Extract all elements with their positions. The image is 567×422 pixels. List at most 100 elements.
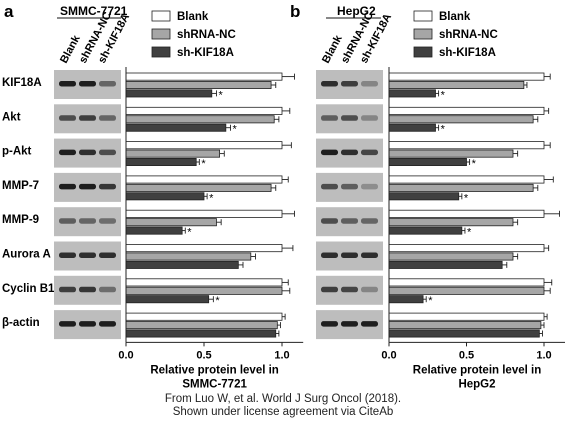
bar-sh-kif18a xyxy=(388,89,436,98)
significance-marker: * xyxy=(464,192,469,204)
protein-label: MMP-9 xyxy=(2,214,39,226)
bar-sh-kif18a xyxy=(125,123,227,132)
significance-marker: * xyxy=(428,295,433,307)
bar-shrna-nc xyxy=(125,81,272,90)
x-axis-label-line1: Relative protein level in xyxy=(150,364,278,376)
bar-sh-kif18a xyxy=(388,329,540,338)
bar-sh-kif18a xyxy=(125,192,205,201)
blot-band xyxy=(99,183,116,190)
blot-band xyxy=(361,321,378,327)
significance-marker: * xyxy=(441,124,446,136)
blot-band xyxy=(59,321,76,327)
blot-band xyxy=(321,321,338,327)
legend-swatch xyxy=(413,10,433,22)
panel-b-cell-line: HepG2 xyxy=(337,4,376,18)
protein-label: p-Akt xyxy=(2,146,32,158)
panel-b-letter: b xyxy=(290,2,300,21)
blot-band xyxy=(361,149,378,156)
blot-band xyxy=(59,115,76,121)
blot-band xyxy=(321,81,338,87)
blot-band xyxy=(99,81,116,87)
significance-marker: * xyxy=(215,295,220,307)
blot-band xyxy=(361,218,378,224)
bar-shrna-nc xyxy=(125,218,217,227)
bar-shrna-nc xyxy=(388,321,542,330)
x-axis-label-line2: SMMC-7721 xyxy=(182,378,247,390)
bar-sh-kif18a xyxy=(388,295,424,304)
bar-sh-kif18a xyxy=(125,226,183,235)
bar-sh-kif18a xyxy=(125,157,197,166)
legend-label: shRNA-NC xyxy=(177,29,236,41)
blot-band xyxy=(79,115,96,121)
bar-blank xyxy=(388,278,545,287)
legend-swatch xyxy=(413,28,433,40)
protein-label: MMP-7 xyxy=(2,180,39,192)
x-tick-label: 0.5 xyxy=(196,349,211,361)
bar-blank xyxy=(125,278,283,287)
blot-band xyxy=(79,286,96,293)
significance-marker: * xyxy=(441,89,446,101)
blot-band xyxy=(99,115,116,121)
protein-label: Akt xyxy=(2,111,21,123)
bar-blank xyxy=(388,72,545,81)
blot-band xyxy=(341,286,358,293)
blot-band xyxy=(59,286,76,293)
bar-shrna-nc xyxy=(388,218,514,227)
bar-shrna-nc xyxy=(388,286,545,295)
blot-band xyxy=(321,218,338,224)
blot-band xyxy=(99,252,116,258)
bar-blank xyxy=(388,244,545,253)
blot-band xyxy=(79,81,96,87)
bar-blank xyxy=(125,106,283,115)
bar-shrna-nc xyxy=(125,286,283,295)
bar-shrna-nc xyxy=(125,149,220,158)
bar-sh-kif18a xyxy=(125,89,213,98)
legend-swatch xyxy=(151,10,171,22)
bar-blank xyxy=(388,312,545,321)
blot-band xyxy=(59,252,76,258)
significance-marker: * xyxy=(467,227,472,239)
blot-band xyxy=(321,149,338,156)
blot-band xyxy=(341,81,358,87)
x-tick-label: 0.5 xyxy=(459,349,474,361)
blot-band xyxy=(59,183,76,190)
blot-band xyxy=(361,115,378,121)
x-tick-label: 1.0 xyxy=(274,349,289,361)
protein-label: Aurora A xyxy=(2,249,51,261)
bar-blank xyxy=(125,141,283,150)
blot-band xyxy=(321,183,338,190)
blot-band xyxy=(321,286,338,293)
bar-blank xyxy=(125,175,283,184)
blot-band xyxy=(79,183,96,190)
bar-shrna-nc xyxy=(125,115,275,124)
legend-swatch xyxy=(151,46,171,58)
blot-band xyxy=(79,252,96,258)
protein-label: β-actin xyxy=(2,317,40,329)
blot-band xyxy=(59,149,76,156)
blot-band xyxy=(341,149,358,156)
x-axis-label-line1: Relative protein level in xyxy=(413,364,541,376)
blot-band xyxy=(341,218,358,224)
protein-label: Cyclin B1 xyxy=(2,283,55,295)
blot-band xyxy=(361,252,378,258)
bar-blank xyxy=(388,209,545,218)
panel-a-letter: a xyxy=(4,2,14,21)
bar-blank xyxy=(388,175,545,184)
blot-band xyxy=(341,183,358,190)
bar-shrna-nc xyxy=(388,149,514,158)
significance-marker: * xyxy=(187,227,192,239)
blot-band xyxy=(321,252,338,258)
significance-marker: * xyxy=(201,158,206,170)
x-tick-label: 0.0 xyxy=(118,349,133,361)
bar-shrna-nc xyxy=(125,252,252,261)
blot-band xyxy=(361,81,378,87)
legend-label: shRNA-NC xyxy=(439,29,498,41)
bar-sh-kif18a xyxy=(388,260,503,269)
blot-band xyxy=(99,149,116,156)
legend-swatch xyxy=(413,46,433,58)
bar-blank xyxy=(388,141,545,150)
bar-sh-kif18a xyxy=(125,329,277,338)
bar-blank xyxy=(125,312,283,321)
